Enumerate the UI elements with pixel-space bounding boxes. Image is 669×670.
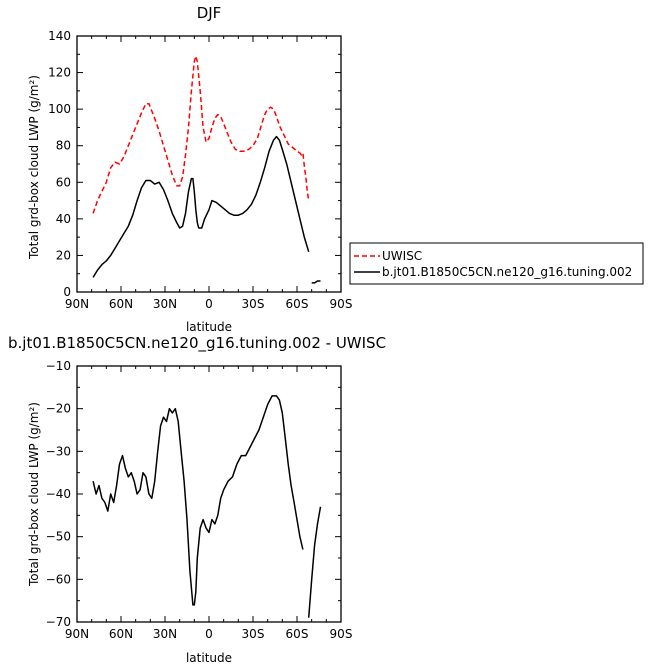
- bottom-series-0-line: [92, 395, 304, 606]
- bottom-y-tick-label: −20: [46, 402, 71, 416]
- top-x-tick-label: 30S: [242, 297, 265, 311]
- bottom-x-tick-label: 90S: [330, 627, 353, 641]
- top-x-tick-label: 30N: [153, 297, 177, 311]
- bottom-lines: [92, 395, 322, 618]
- top-x-tick-label: 60S: [286, 297, 309, 311]
- top-x-tick-label: 0: [205, 297, 213, 311]
- top-series-1-line: [92, 135, 310, 278]
- legend: UWISC b.jt01.B1850C5CN.ne120_g16.tuning.…: [349, 242, 644, 285]
- bottom-series-0-line: [307, 506, 322, 618]
- bottom-x-tick-label: 30N: [153, 627, 177, 641]
- top-y-tick-label: 0: [63, 285, 71, 299]
- legend-label-model: b.jt01.B1850C5CN.ne120_g16.tuning.002: [382, 265, 632, 279]
- bottom-y-axis-label: Total grd-box cloud LWP (g/m²): [27, 402, 41, 587]
- bottom-x-tick-label: 60N: [109, 627, 133, 641]
- bottom-chart-title: b.jt01.B1850C5CN.ne120_g16.tuning.002 - …: [8, 334, 386, 353]
- top-y-tick-label: 140: [48, 29, 71, 43]
- legend-box: [349, 242, 644, 285]
- top-x-tick-label: 90N: [65, 297, 89, 311]
- top-y-tick-label: 20: [56, 248, 71, 262]
- top-x-tick-label: 90S: [330, 297, 353, 311]
- bottom-y-tick-label: −70: [46, 615, 71, 629]
- bottom-y-tick-label: −50: [46, 530, 71, 544]
- top-y-tick-label: 40: [56, 212, 71, 226]
- top-chart-title: DJF: [197, 4, 222, 22]
- top-y-axis-label: Total grd-box cloud LWP (g/m²): [27, 75, 41, 260]
- bottom-x-tick-label: 30S: [242, 627, 265, 641]
- top-plot-frame: [76, 35, 342, 293]
- bottom-ticks: 90N 60N 30N 0 30S 60S 90S −70 −60 −50 −40 −30 −20 −10: [46, 359, 353, 641]
- legend-label-uwisc: UWISC: [382, 249, 422, 263]
- bottom-y-tick-label: −10: [46, 359, 71, 373]
- bottom-y-tick-label: −60: [46, 572, 71, 586]
- top-y-tick-label: 100: [48, 102, 71, 116]
- bottom-x-tick-label: 60S: [286, 627, 309, 641]
- top-ylabel-group: Total grd-box cloud LWP (g/m²): [27, 75, 41, 260]
- top-series-1-line: [311, 280, 321, 284]
- top-y-tick-label: 80: [56, 139, 71, 153]
- bottom-x-tick-label: 90N: [65, 627, 89, 641]
- top-lines: [92, 55, 321, 284]
- bottom-ylabel-group: Total grd-box cloud LWP (g/m²): [27, 402, 41, 587]
- top-panel: DJF Total grd-box cloud LWP (g/m²) 90N 60…: [27, 4, 352, 334]
- bottom-x-axis-label: latitude: [186, 651, 232, 665]
- top-y-tick-label: 120: [48, 66, 71, 80]
- top-ticks: 90N 60N 30N 0 30S 60S 90S 0 20 40 60 80 100 120 140: [48, 29, 352, 311]
- bottom-y-tick-label: −40: [46, 487, 71, 501]
- top-series-0-line: [92, 55, 310, 214]
- top-x-axis-label: latitude: [186, 320, 232, 334]
- bottom-y-tick-label: −30: [46, 444, 71, 458]
- top-x-tick-label: 60N: [109, 297, 133, 311]
- bottom-x-tick-label: 0: [205, 627, 213, 641]
- bottom-panel: b.jt01.B1850C5CN.ne120_g16.tuning.002 - …: [8, 334, 386, 665]
- bottom-plot-frame: [76, 365, 342, 623]
- top-y-tick-label: 60: [56, 175, 71, 189]
